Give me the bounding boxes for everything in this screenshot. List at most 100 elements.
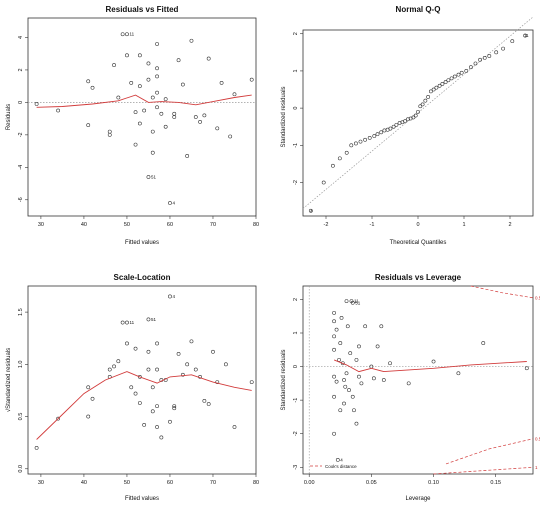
y-tick-label: 2 [293, 32, 299, 35]
data-point [125, 320, 129, 325]
data-point [332, 319, 336, 324]
data-point [133, 142, 138, 147]
x-ticks: 30 40 50 60 70 80 [38, 216, 259, 228]
panel-title: Normal Q-Q [396, 5, 441, 14]
data-point [332, 347, 336, 352]
y-tick-label: 1 [293, 69, 299, 72]
legend: Cook's distance [310, 464, 357, 469]
y-tick-label: -2 [293, 431, 299, 436]
data-point [431, 359, 436, 364]
cooks-distance-contour [433, 466, 534, 475]
x-tick-label: 80 [253, 222, 259, 228]
data-point [180, 372, 185, 377]
data-point [375, 344, 380, 349]
data-point [388, 126, 393, 131]
data-point [357, 374, 361, 379]
data-point [434, 85, 439, 90]
data-point [232, 425, 237, 429]
panel-title: Residuals vs Leverage [375, 273, 462, 282]
data-point [159, 111, 164, 116]
data-point [334, 379, 339, 384]
x-tick-label: 60 [167, 222, 173, 228]
plot-frame [302, 29, 534, 217]
data-point [482, 56, 487, 60]
data-point [137, 53, 142, 58]
data-point [426, 95, 431, 99]
data-point [357, 344, 361, 349]
data-point [189, 38, 194, 43]
data-point [330, 163, 335, 168]
plot-frame [302, 285, 534, 475]
x-tick-label: 0.05 [366, 480, 377, 486]
x-tick-label: -2 [324, 222, 329, 228]
smooth-line-layer [333, 359, 527, 373]
data-point [388, 361, 392, 366]
data-point [86, 123, 91, 128]
data-point [337, 156, 342, 161]
data-point [348, 351, 353, 356]
data-point [375, 132, 380, 137]
data-point [353, 141, 358, 146]
data-point [478, 57, 483, 62]
data-point [189, 339, 194, 344]
cooks-distance-contour [445, 438, 534, 465]
data-point [468, 65, 473, 70]
data-point [56, 108, 61, 113]
data-point [219, 81, 224, 85]
data-point [163, 124, 168, 129]
x-tick-label: 2 [508, 222, 511, 228]
data-point [354, 357, 359, 362]
data-point [343, 384, 348, 389]
cooks-distance-layer: 0.5 0.5 1 [308, 285, 540, 475]
data-point [90, 396, 95, 401]
data-point [180, 82, 185, 87]
data-point [342, 401, 346, 406]
data-point [150, 150, 155, 155]
data-point [142, 423, 147, 427]
data-point [367, 135, 372, 140]
x-axis-label: Leverage [405, 496, 431, 502]
x-tick-label: 30 [38, 480, 44, 486]
data-point [321, 180, 326, 185]
data-point [34, 445, 39, 450]
y-tick-label: 0 [293, 365, 299, 368]
data-point [107, 367, 112, 372]
point-label: 4 [310, 208, 313, 213]
data-point [150, 409, 155, 414]
plot-frame [27, 285, 257, 475]
data-point [168, 201, 172, 205]
y-tick-label: 1 [293, 331, 299, 334]
data-point [406, 381, 411, 386]
y-axis-label: √Standardized residuals [5, 348, 12, 412]
data-point [86, 385, 91, 390]
data-point [129, 81, 134, 85]
point-label: 51 [151, 175, 157, 180]
data-point [150, 129, 155, 134]
data-point [418, 104, 423, 109]
point-label: 11 [524, 33, 529, 38]
y-tick-label: -6 [18, 197, 24, 202]
x-tick-label: 0.10 [428, 480, 439, 486]
point-label: 51 [355, 300, 361, 305]
data-point [332, 394, 336, 399]
data-point [354, 421, 359, 426]
points-layer [34, 294, 254, 450]
data-point [146, 77, 151, 82]
x-tick-label: 40 [81, 480, 87, 486]
data-point [332, 334, 336, 339]
data-point [352, 408, 356, 413]
data-point [446, 78, 451, 83]
data-point [193, 367, 198, 372]
data-point [363, 324, 368, 329]
y-tick-label: -2 [293, 180, 299, 185]
data-point [185, 362, 190, 367]
data-point [172, 406, 177, 411]
data-point [112, 364, 116, 369]
data-point [159, 435, 164, 440]
data-point [391, 124, 396, 129]
y-tick-label: 0 [293, 107, 299, 110]
